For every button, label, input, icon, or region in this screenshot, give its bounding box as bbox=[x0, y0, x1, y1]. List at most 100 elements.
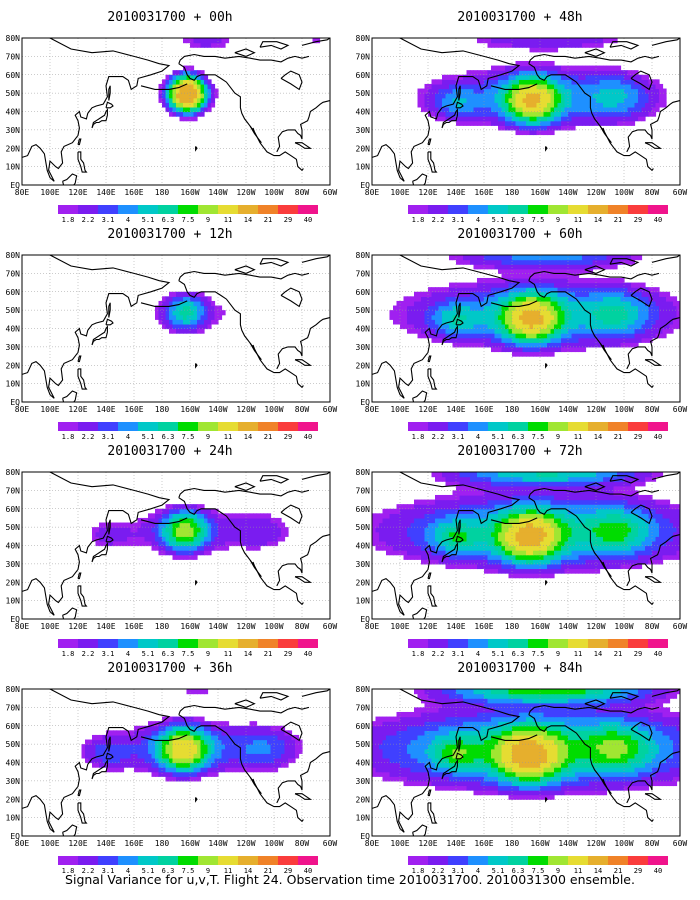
variance-cell bbox=[519, 255, 524, 261]
variance-cell bbox=[540, 323, 545, 330]
variance-cell bbox=[526, 568, 531, 574]
variance-cell bbox=[386, 545, 391, 551]
variance-cell bbox=[442, 554, 447, 560]
variance-cell bbox=[557, 125, 562, 131]
variance-cell bbox=[585, 310, 590, 316]
variance-cell bbox=[655, 540, 660, 547]
variance-cell bbox=[676, 314, 680, 320]
variance-cell bbox=[585, 536, 590, 542]
variance-cell bbox=[445, 527, 450, 533]
variance-cell bbox=[438, 296, 443, 302]
variance-cell bbox=[452, 74, 457, 80]
variance-cell bbox=[585, 314, 590, 320]
coastline bbox=[280, 287, 303, 308]
variance-cell bbox=[543, 508, 548, 514]
variance-cell bbox=[624, 116, 629, 122]
variance-cell bbox=[638, 305, 643, 311]
variance-cell bbox=[449, 323, 454, 330]
variance-cell bbox=[246, 536, 251, 542]
variance-cell bbox=[491, 42, 496, 48]
variance-cell bbox=[613, 300, 618, 307]
colorbar: 1.8 2.2 3.1 4 5.1 6.3 7.5 9 11 14 21 29 40 bbox=[0, 205, 340, 227]
variance-cell bbox=[634, 563, 639, 570]
variance-cell bbox=[578, 563, 583, 570]
variance-cell bbox=[631, 300, 636, 307]
variance-cell bbox=[438, 300, 443, 307]
variance-cell bbox=[452, 494, 457, 501]
coastline bbox=[294, 142, 313, 149]
variance-cell bbox=[491, 563, 496, 570]
variance-cell bbox=[578, 255, 583, 261]
variance-cell bbox=[515, 527, 520, 533]
colorbar-swatch bbox=[568, 205, 588, 214]
variance-cell bbox=[540, 42, 545, 48]
variance-cell bbox=[463, 259, 468, 265]
variance-cell bbox=[592, 559, 597, 565]
variance-cell bbox=[407, 550, 412, 556]
colorbar-label: 1.8 bbox=[61, 433, 75, 441]
variance-cell bbox=[284, 531, 289, 537]
variance-cell bbox=[571, 527, 576, 533]
variance-cell bbox=[529, 522, 534, 528]
variance-cell bbox=[620, 323, 625, 330]
variance-cell bbox=[400, 531, 405, 537]
colorbar-label: 21 bbox=[263, 216, 273, 224]
variance-cell bbox=[575, 97, 580, 103]
variance-cell bbox=[375, 536, 380, 542]
variance-cell bbox=[515, 481, 520, 487]
variance-cell bbox=[501, 88, 506, 94]
variance-cell bbox=[638, 319, 643, 325]
variance-cell bbox=[204, 79, 209, 85]
variance-cell bbox=[421, 536, 426, 542]
variance-cell bbox=[214, 540, 219, 547]
variance-cell bbox=[578, 342, 583, 348]
variance-cell bbox=[508, 481, 513, 487]
variance-cell bbox=[470, 522, 475, 528]
variance-cell bbox=[232, 527, 237, 533]
variance-cell bbox=[603, 559, 608, 565]
variance-cell bbox=[543, 83, 548, 90]
variance-cell bbox=[536, 259, 541, 265]
variance-cell bbox=[557, 277, 562, 284]
lon-tick-label: 100W bbox=[264, 188, 283, 197]
variance-cell bbox=[421, 513, 426, 519]
variance-cell bbox=[438, 310, 443, 316]
variance-cell bbox=[463, 499, 468, 505]
variance-cell bbox=[207, 513, 212, 519]
variance-cell bbox=[491, 476, 496, 482]
variance-cell bbox=[610, 545, 615, 551]
variance-cell bbox=[603, 314, 608, 320]
variance-cell bbox=[176, 102, 181, 108]
variance-cell bbox=[585, 531, 590, 537]
variance-cell bbox=[571, 476, 576, 482]
variance-cell bbox=[613, 93, 618, 99]
lat-tick-label: 50N bbox=[6, 523, 21, 532]
variance-cell bbox=[445, 540, 450, 547]
colorbar-swatch bbox=[408, 205, 428, 214]
variance-cell bbox=[578, 268, 583, 274]
variance-cell bbox=[498, 282, 503, 288]
variance-cell bbox=[529, 296, 534, 302]
variance-cell bbox=[491, 333, 496, 339]
variance-cell bbox=[484, 111, 489, 117]
variance-cell bbox=[470, 120, 475, 126]
variance-cell bbox=[666, 296, 671, 302]
variance-cell bbox=[477, 499, 482, 505]
variance-cell bbox=[249, 517, 254, 524]
variance-cell bbox=[620, 545, 625, 551]
variance-cell bbox=[596, 259, 601, 265]
variance-cell bbox=[375, 545, 380, 551]
variance-cell bbox=[484, 545, 489, 551]
variance-cell bbox=[575, 323, 580, 330]
variance-cell bbox=[631, 522, 636, 528]
variance-cell bbox=[442, 550, 447, 556]
variance-cell bbox=[529, 531, 534, 537]
variance-cell bbox=[498, 38, 503, 44]
variance-cell bbox=[473, 88, 478, 94]
variance-cell bbox=[631, 559, 636, 565]
variance-cell bbox=[435, 116, 440, 122]
variance-cell bbox=[505, 116, 510, 122]
variance-cell bbox=[606, 481, 611, 487]
variance-cell bbox=[473, 291, 478, 297]
variance-cell bbox=[162, 97, 167, 103]
